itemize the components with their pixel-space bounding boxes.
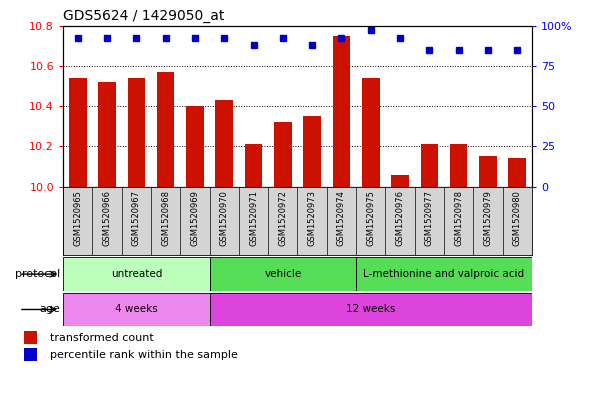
Text: GSM1520977: GSM1520977 bbox=[425, 190, 434, 246]
Bar bbox=[157, 72, 174, 187]
Bar bbox=[216, 100, 233, 187]
Text: GSM1520975: GSM1520975 bbox=[366, 190, 375, 246]
Text: age: age bbox=[39, 305, 60, 314]
Text: 4 weeks: 4 weeks bbox=[115, 305, 157, 314]
Bar bbox=[127, 78, 145, 187]
Bar bbox=[274, 122, 291, 187]
Text: GSM1520971: GSM1520971 bbox=[249, 190, 258, 246]
Text: GSM1520966: GSM1520966 bbox=[103, 190, 112, 246]
Bar bbox=[210, 257, 356, 291]
Bar bbox=[99, 82, 116, 187]
Bar bbox=[508, 158, 526, 187]
Text: GSM1520965: GSM1520965 bbox=[73, 190, 82, 246]
Text: GSM1520976: GSM1520976 bbox=[395, 190, 404, 246]
Text: 12 weeks: 12 weeks bbox=[346, 305, 395, 314]
Text: untreated: untreated bbox=[111, 269, 162, 279]
Text: GSM1520970: GSM1520970 bbox=[220, 190, 229, 246]
Bar bbox=[63, 257, 210, 291]
Bar bbox=[304, 116, 321, 187]
Bar bbox=[450, 144, 468, 187]
Bar bbox=[245, 144, 262, 187]
Bar bbox=[362, 78, 380, 187]
Text: GSM1520974: GSM1520974 bbox=[337, 190, 346, 246]
Bar bbox=[23, 348, 37, 361]
Bar bbox=[332, 36, 350, 187]
Text: L-methionine and valproic acid: L-methionine and valproic acid bbox=[364, 269, 525, 279]
Text: GSM1520968: GSM1520968 bbox=[161, 190, 170, 246]
Text: GSM1520980: GSM1520980 bbox=[513, 190, 522, 246]
Bar bbox=[186, 106, 204, 187]
Text: GSM1520973: GSM1520973 bbox=[308, 190, 317, 246]
Text: GSM1520972: GSM1520972 bbox=[278, 190, 287, 246]
Bar bbox=[23, 331, 37, 344]
Bar bbox=[69, 78, 87, 187]
Text: GSM1520967: GSM1520967 bbox=[132, 190, 141, 246]
Text: percentile rank within the sample: percentile rank within the sample bbox=[49, 349, 237, 360]
Bar bbox=[356, 257, 532, 291]
Bar bbox=[391, 174, 409, 187]
Text: protocol: protocol bbox=[15, 269, 60, 279]
Bar bbox=[63, 293, 210, 326]
Bar bbox=[210, 293, 532, 326]
Text: GSM1520979: GSM1520979 bbox=[483, 190, 492, 246]
Text: GSM1520969: GSM1520969 bbox=[191, 190, 200, 246]
Bar bbox=[479, 156, 496, 187]
Text: vehicle: vehicle bbox=[264, 269, 302, 279]
Bar bbox=[421, 144, 438, 187]
Text: GDS5624 / 1429050_at: GDS5624 / 1429050_at bbox=[63, 9, 225, 23]
Text: transformed count: transformed count bbox=[49, 333, 153, 343]
Text: GSM1520978: GSM1520978 bbox=[454, 190, 463, 246]
